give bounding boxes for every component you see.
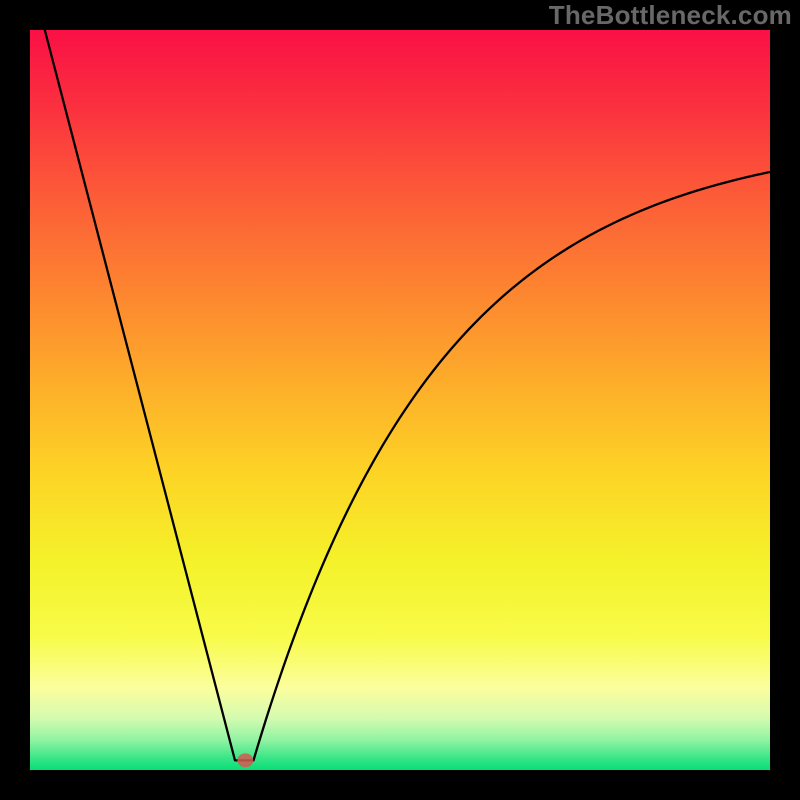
chart-stage: TheBottleneck.com <box>0 0 800 800</box>
optimal-point-marker <box>237 753 253 767</box>
source-watermark: TheBottleneck.com <box>549 0 792 31</box>
bottleneck-curve-chart <box>0 0 800 800</box>
